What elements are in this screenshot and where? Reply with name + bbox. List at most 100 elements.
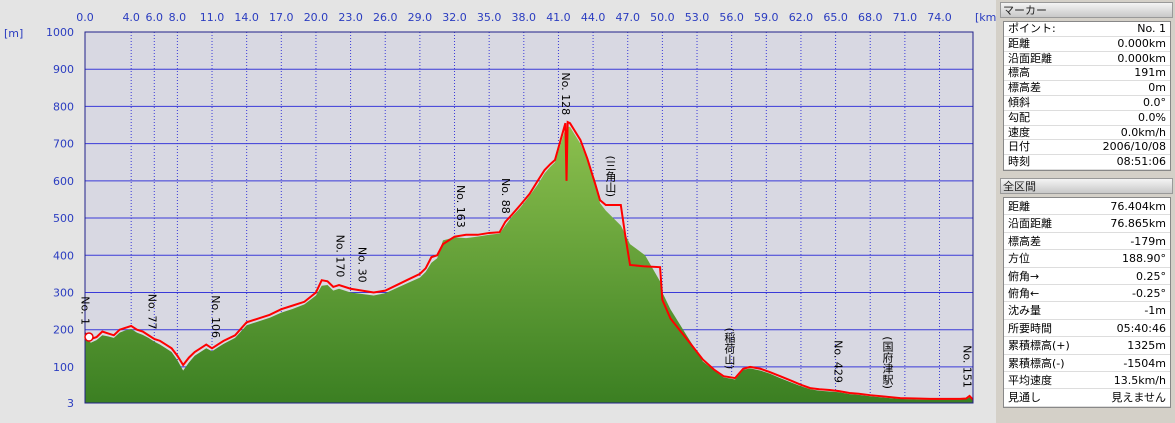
y-tick-label: 500 [53,212,74,225]
info-row: 勾配 0.0% [1004,111,1170,126]
y-tick-label: 1000 [46,26,74,39]
x-unit: [km] [975,11,996,24]
x-tick-label: 71.0 [893,11,918,24]
point-label: No. 151 [961,345,974,388]
x-tick-label: 53.0 [685,11,710,24]
info-value: 188.90° [1122,252,1166,266]
info-label: 沿面距離 [1008,217,1052,231]
info-value: 0.0% [1138,110,1166,124]
info-row: 距離 0.000km [1004,37,1170,52]
info-value: 0.25° [1136,269,1166,283]
info-label: 平均速度 [1008,373,1052,387]
x-tick-label: 50.0 [650,11,675,24]
info-label: 距離 [1008,200,1030,213]
info-label: 勾配 [1008,110,1030,124]
x-tick-label: 0.0 [76,11,94,24]
point-label: No. 88 [499,178,512,214]
info-label: 方位 [1008,252,1030,266]
info-row: 標高差 0m [1004,81,1170,96]
y-tick-label: 300 [53,286,74,299]
info-label: 速度 [1008,125,1030,139]
info-table: 距離 76.404km 沿面距離 76.865km 標高差 -179m 方位 188.90° 俯… [1003,197,1171,408]
info-row: 速度 0.0km/h [1004,126,1170,141]
x-tick-label: 65.0 [823,11,848,24]
info-value: 76.404km [1110,200,1166,213]
info-row: 平均速度 13.5km/h [1004,372,1170,390]
x-tick-label: 68.0 [858,11,883,24]
info-label: 沿面距離 [1008,51,1052,65]
x-tick-label: 56.0 [719,11,744,24]
y-tick-label: 400 [53,249,74,262]
point-label: No. 77 [145,294,158,330]
x-tick-label: 59.0 [754,11,779,24]
info-row: 累積標高(+) 1325m [1004,337,1170,355]
info-row: 所要時間 05:40:46 [1004,320,1170,338]
point-label: No. 429 [831,340,844,383]
info-value: -1m [1144,304,1166,318]
x-tick-label: 4.0 [122,11,140,24]
point-label: (稲荷山) [723,328,736,370]
info-row: 累積標高(-) -1504m [1004,355,1170,372]
info-value: 0.000km [1117,36,1166,50]
info-value: 13.5km/h [1113,373,1166,387]
info-label: 沈み量 [1008,304,1041,318]
info-value: 76.865km [1110,217,1166,231]
start-marker [84,332,94,342]
info-label: 傾斜 [1008,95,1030,109]
x-tick-label: 23.0 [338,11,363,24]
x-tick-label: 32.0 [442,11,467,24]
info-label: 累積標高(-) [1008,356,1065,370]
x-tick-label: 41.0 [546,11,571,24]
point-label: No. 163 [454,185,467,228]
x-tick-label: 35.0 [477,11,502,24]
info-label: 見通し [1008,391,1041,405]
info-label: 累積標高(+) [1008,339,1070,353]
info-table: ポイント: No. 1 距離 0.000km 沿面距離 0.000km 標高 191m 標高差 0… [1003,21,1171,171]
profile-chart: [m] [km] 3 100 200 300 400 500 600 700 800 900 100… [0,0,996,423]
info-row: 見通し 見えません [1004,389,1170,407]
info-value: 0.000km [1117,51,1166,65]
info-value: 05:40:46 [1116,321,1166,335]
info-value: No. 1 [1137,22,1166,35]
info-value: -179m [1130,234,1166,248]
panel-header: マーカー [1000,2,1173,18]
info-value: 08:51:06 [1116,155,1166,169]
info-value: 見えません [1111,391,1166,405]
info-row: 沈み量 -1m [1004,302,1170,320]
info-label: ポイント: [1008,22,1056,35]
info-value: 2006/10/08 [1102,140,1166,154]
info-label: 時刻 [1008,155,1030,169]
y-tick-label: 200 [53,324,74,337]
info-label: 所要時間 [1008,321,1052,335]
info-row: 時刻 08:51:06 [1004,155,1170,170]
info-row: 俯角← -0.25° [1004,285,1170,303]
info-row: 沿面距離 76.865km [1004,215,1170,233]
x-tick-label: 26.0 [373,11,398,24]
info-row: 標高差 -179m [1004,233,1170,251]
info-row: ポイント: No. 1 [1004,22,1170,37]
info-value: 0.0km/h [1120,125,1166,139]
info-row: 傾斜 0.0° [1004,96,1170,111]
y-tick-label: 600 [53,175,74,188]
info-value: -1504m [1123,356,1166,370]
info-label: 俯角→ [1008,269,1040,283]
point-label: (三角山) [604,155,617,197]
x-tick-label: 44.0 [581,11,606,24]
info-row: 沿面距離 0.000km [1004,52,1170,67]
info-value: 0.0° [1143,95,1166,109]
x-tick-label: 14.0 [234,11,259,24]
y-tick-label: 900 [53,63,74,76]
info-label: 日付 [1008,140,1030,154]
point-label: No. 170 [334,235,347,278]
x-tick-label: 6.0 [146,11,164,24]
info-label: 標高差 [1008,81,1041,95]
info-row: 標高 191m [1004,66,1170,82]
x-tick-label: 62.0 [789,11,814,24]
info-row: 距離 76.404km [1004,198,1170,216]
point-label: No. 106 [209,295,222,338]
x-tick-label: 74.0 [927,11,952,24]
info-row: 方位 188.90° [1004,250,1170,268]
y-tick-label: 800 [53,100,74,113]
point-label: No. 1 [79,296,92,325]
